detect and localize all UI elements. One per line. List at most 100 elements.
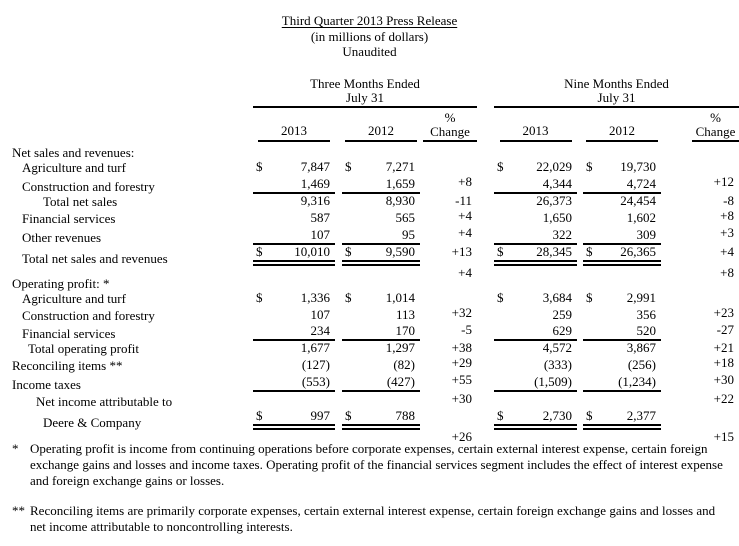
table-row: Total net sales and revenues $10,010 $9,59… bbox=[0, 243, 739, 279]
amount-cell: $1,336 bbox=[253, 289, 335, 306]
amount-cell: $10,010 bbox=[253, 244, 335, 266]
pct-symbol: % bbox=[444, 109, 456, 125]
amount-cell: 1,469 bbox=[253, 176, 335, 195]
amount-cell: $7,271 bbox=[342, 160, 420, 175]
dollar-sign: $ bbox=[345, 289, 352, 305]
amount-value: 1,602 bbox=[626, 210, 656, 226]
amount-cell: (1,234) bbox=[583, 374, 661, 393]
amount-value: 629 bbox=[552, 323, 573, 339]
pct-change-cell: +4 bbox=[458, 264, 472, 280]
col-header-3m-pct-change: % Change bbox=[423, 109, 477, 142]
amount-cell: 8,930 bbox=[342, 194, 420, 209]
amount-value: 1,677 bbox=[300, 340, 330, 356]
amount-cell: $2,991 bbox=[583, 289, 661, 306]
pct-change-cell: +3 bbox=[720, 225, 734, 241]
amount-cell: 322 bbox=[494, 227, 577, 245]
row-label: Agriculture and turf bbox=[22, 160, 126, 176]
group-title-line1: Three Months Ended bbox=[310, 75, 420, 91]
row-label: Construction and forestry bbox=[22, 179, 155, 195]
pct-change-cell: +8 bbox=[720, 264, 734, 280]
pct-symbol: % bbox=[710, 109, 721, 125]
dollar-sign: $ bbox=[256, 407, 263, 423]
table-row: Income taxes (553) (427) (1,509) (1,234) +30 +… bbox=[0, 374, 739, 406]
amount-value: (1,234) bbox=[618, 374, 656, 390]
row-label: Agriculture and turf bbox=[22, 290, 126, 306]
amount-value: 356 bbox=[636, 306, 657, 322]
row-label: Total net sales bbox=[43, 194, 118, 210]
row-label: Net income attributable to bbox=[36, 393, 173, 409]
table-row: Construction and forestry 107 113 259 356 -5 -… bbox=[0, 306, 739, 336]
amount-cell: 1,677 bbox=[253, 341, 335, 356]
pct-change-cell: +12 bbox=[713, 174, 734, 190]
row-label: Net sales and revenues: bbox=[12, 145, 135, 161]
amount-cell: $26,365 bbox=[583, 244, 661, 266]
table-row: Financial services 587 565 1,650 1,602 +4 +3 bbox=[0, 211, 739, 240]
amount-cell: 520 bbox=[583, 323, 661, 342]
pct-change-cell: -27 bbox=[716, 321, 734, 337]
amount-value: (427) bbox=[386, 374, 415, 390]
table-row: Total operating profit 1,677 1,297 4,572 3,8… bbox=[0, 341, 739, 370]
pct-change-cell: +8 bbox=[458, 174, 472, 190]
doc-subtitle-unaudited: Unaudited bbox=[342, 44, 397, 59]
amount-cell: 259 bbox=[494, 307, 577, 323]
amount-cell: (427) bbox=[342, 374, 420, 393]
amount-value: 1,469 bbox=[300, 176, 330, 192]
amount-cell: 4,572 bbox=[494, 341, 577, 356]
pct-change-cell: +13 bbox=[451, 243, 472, 259]
title-block: Third Quarter 2013 Press Release (in mil… bbox=[0, 0, 739, 60]
amount-value: 1,014 bbox=[385, 289, 415, 305]
amount-cell: 629 bbox=[494, 323, 577, 342]
amount-cell: (127) bbox=[253, 358, 335, 373]
pct-change-cell: +4 bbox=[458, 225, 472, 241]
amount-value: 9,590 bbox=[385, 243, 415, 259]
amount-cell: 107 bbox=[253, 307, 335, 323]
amount-value: 95 bbox=[402, 226, 415, 242]
table-row: Construction and forestry 1,469 1,659 4,344… bbox=[0, 176, 739, 208]
amount-cell: 234 bbox=[253, 324, 335, 342]
amount-cell: (333) bbox=[494, 358, 577, 373]
row-label: Financial services bbox=[22, 326, 116, 342]
dollar-sign: $ bbox=[586, 289, 593, 305]
footnote: * Operating profit is income from contin… bbox=[0, 441, 739, 490]
col-header-cell: 2013 bbox=[494, 123, 577, 142]
footnote-marker: * bbox=[12, 440, 19, 456]
row-label: Total net sales and revenues bbox=[22, 250, 168, 266]
amount-cell: 565 bbox=[342, 211, 420, 226]
pct-change-cell: +30 bbox=[451, 391, 472, 407]
amount-cell: $788 bbox=[342, 408, 420, 430]
amount-value: 4,572 bbox=[542, 340, 572, 356]
table-row: Reconciling items ** (127) (82) (333) (256) +… bbox=[0, 358, 739, 387]
amount-cell: $997 bbox=[253, 407, 335, 430]
amount-cell: 3,867 bbox=[583, 341, 661, 356]
table-row: Agriculture and turf $7,847 $7,271 $22,029 $… bbox=[0, 159, 739, 189]
amount-value: 28,345 bbox=[536, 243, 572, 259]
dollar-sign: $ bbox=[345, 159, 352, 175]
amount-value: 520 bbox=[636, 323, 657, 339]
dollar-sign: $ bbox=[256, 289, 263, 305]
amount-cell: $2,730 bbox=[494, 407, 577, 430]
pct-change-cell: +18 bbox=[713, 355, 734, 371]
amount-value: (333) bbox=[543, 357, 572, 373]
table-row: Operating profit: * bbox=[0, 274, 739, 291]
col-header-cell: 2012 bbox=[583, 123, 661, 142]
row-label: Reconciling items ** bbox=[12, 358, 123, 374]
dollar-sign: $ bbox=[586, 407, 593, 423]
column-header-row: 2013 2012 % Change 2013 2012 % Change bbox=[0, 109, 739, 142]
table-row: Financial services 234 170 629 520 +38 +21 bbox=[0, 323, 739, 355]
dollar-sign: $ bbox=[497, 243, 504, 259]
pct-change-cell: +21 bbox=[713, 340, 734, 356]
footnotes-section: * Operating profit is income from contin… bbox=[0, 441, 739, 535]
amount-cell: 1,297 bbox=[342, 341, 420, 356]
amount-cell: $1,014 bbox=[342, 289, 420, 306]
dollar-sign: $ bbox=[256, 159, 263, 175]
group-title-line2: July 31 bbox=[346, 89, 384, 105]
pct-change-cell: +23 bbox=[713, 304, 734, 320]
group-title-line1: Nine Months Ended bbox=[564, 75, 669, 91]
amount-value: 4,344 bbox=[542, 176, 572, 192]
amount-cell: 1,602 bbox=[583, 211, 661, 226]
amount-cell: 9,316 bbox=[253, 194, 335, 209]
row-label: Deere & Company bbox=[43, 414, 142, 430]
pct-change-cell: +15 bbox=[713, 428, 734, 444]
amount-value: 565 bbox=[395, 210, 416, 226]
dollar-sign: $ bbox=[497, 407, 504, 423]
